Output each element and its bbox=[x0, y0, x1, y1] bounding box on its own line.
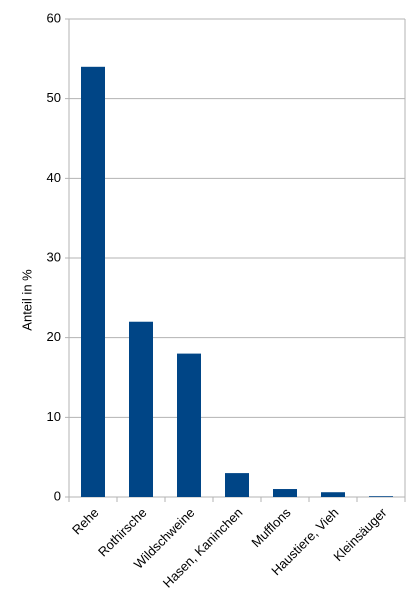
bar bbox=[321, 492, 345, 497]
x-tick-label: Rehe bbox=[69, 505, 102, 538]
y-axis-label: Anteil in % bbox=[19, 269, 34, 331]
bar bbox=[81, 66, 105, 498]
bar bbox=[177, 353, 201, 497]
y-tick-label: 10 bbox=[47, 409, 61, 424]
bar bbox=[225, 473, 249, 497]
x-tick-label: Hasen, Kaninchen bbox=[160, 505, 246, 591]
y-tick-label: 0 bbox=[54, 488, 61, 503]
bar bbox=[369, 496, 393, 497]
y-tick-label: 40 bbox=[47, 170, 61, 185]
y-tick-label: 30 bbox=[47, 249, 61, 264]
bar bbox=[273, 489, 297, 497]
bar bbox=[129, 321, 153, 497]
y-tick-label: 20 bbox=[47, 329, 61, 344]
y-tick-label: 50 bbox=[47, 90, 61, 105]
x-tick-label: Mufflons bbox=[248, 505, 294, 551]
y-tick-label: 60 bbox=[47, 10, 61, 25]
